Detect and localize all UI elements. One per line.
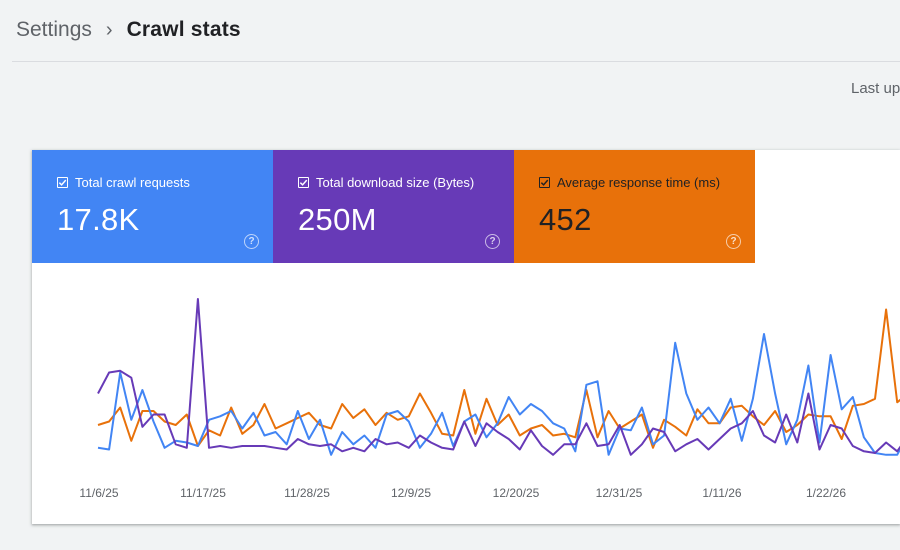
x-tick-label: 12/31/25 bbox=[596, 486, 643, 500]
crawl-stats-line-chart: 11/6/25 11/17/25 11/28/25 12/9/25 12/20/25 12… bbox=[79, 298, 900, 500]
metric-average-response-time[interactable]: Average response time (ms) 452 ? bbox=[514, 150, 755, 263]
x-tick-label: 11/17/25 bbox=[180, 486, 226, 500]
metric-total-download-size[interactable]: Total download size (Bytes) 250M ? bbox=[273, 150, 514, 263]
last-updated-text: Last up bbox=[851, 80, 900, 97]
metric-value: 250M bbox=[298, 202, 377, 237]
series-line-total-crawl-requests bbox=[97, 333, 900, 456]
help-circle-icon[interactable]: ? bbox=[726, 234, 741, 249]
breadcrumb-settings-link[interactable]: Settings bbox=[16, 18, 92, 41]
metric-total-crawl-requests[interactable]: Total crawl requests 17.8K ? bbox=[32, 150, 273, 263]
series-line-average-response-time-ms bbox=[97, 308, 900, 449]
chevron-right-icon: › bbox=[105, 19, 113, 41]
crawl-stats-card: Total crawl requests 17.8K ? Total downl… bbox=[32, 150, 900, 524]
breadcrumb: Settings › Crawl stats bbox=[16, 14, 241, 46]
x-tick-label: 1/22/26 bbox=[806, 486, 846, 500]
x-tick-label: 12/9/25 bbox=[391, 486, 431, 500]
checkbox-icon[interactable] bbox=[57, 177, 68, 188]
x-tick-label: 11/6/25 bbox=[79, 486, 118, 500]
metric-label: Average response time (ms) bbox=[557, 175, 721, 190]
x-tick-label: 11/28/25 bbox=[284, 486, 330, 500]
x-tick-label: 1/11/26 bbox=[702, 486, 741, 500]
header-divider bbox=[12, 61, 900, 62]
series-line-total-download-size-bytes bbox=[97, 298, 900, 456]
metric-label: Total crawl requests bbox=[75, 175, 190, 190]
page-title: Crawl stats bbox=[126, 18, 241, 41]
metric-label: Total download size (Bytes) bbox=[316, 175, 475, 190]
metric-value: 17.8K bbox=[57, 202, 140, 237]
metric-header: Total crawl requests bbox=[57, 175, 190, 190]
metric-header: Total download size (Bytes) bbox=[298, 175, 474, 190]
metric-value: 452 bbox=[539, 202, 592, 237]
metric-header: Average response time (ms) bbox=[539, 175, 720, 190]
help-circle-icon[interactable]: ? bbox=[485, 234, 500, 249]
checkbox-icon[interactable] bbox=[298, 177, 309, 188]
checkbox-icon[interactable] bbox=[539, 177, 550, 188]
help-circle-icon[interactable]: ? bbox=[244, 234, 259, 249]
x-tick-label: 12/20/25 bbox=[493, 486, 540, 500]
